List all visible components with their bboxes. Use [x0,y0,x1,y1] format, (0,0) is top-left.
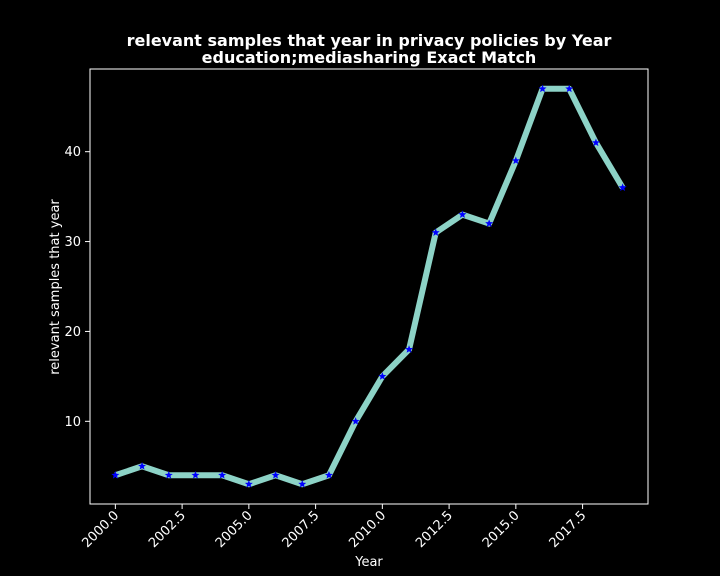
data-point [431,228,440,236]
x-tick-label: 2010.0 [346,508,389,551]
data-point [538,84,547,93]
series-layer [111,84,627,488]
y-tick-label: 40 [64,145,81,160]
data-point [511,156,520,165]
data-point [351,417,360,425]
data-point [458,210,467,218]
data-point [565,84,574,93]
data-point [244,480,253,488]
y-axis-label: relevant samples that year [48,199,63,375]
x-axis: 2000.0 2002.5 2005.0 2007.5 2010.0 2012.5 2015… [79,504,589,551]
data-point [618,183,627,192]
y-axis: 10 20 30 40 [64,145,90,430]
data-point [111,471,120,479]
x-tick-label: 2015.0 [480,508,523,551]
data-point [218,471,227,479]
data-point [138,462,147,470]
x-tick-label: 2000.0 [79,508,122,551]
data-point [191,471,200,479]
data-point [271,471,280,479]
x-axis-label: Year [354,555,383,570]
data-point [378,372,387,380]
data-point [405,345,414,353]
x-tick-label: 2012.5 [413,508,456,551]
x-tick-label: 2007.5 [280,508,323,551]
x-tick-label: 2002.5 [146,508,189,551]
y-tick-label: 20 [64,325,81,340]
y-tick-label: 10 [64,415,81,430]
series-line [114,85,626,488]
data-point [164,471,173,479]
x-tick-label: 2017.5 [547,508,590,551]
y-tick-label: 30 [64,235,81,250]
data-point [324,471,333,479]
data-point [591,138,600,147]
x-tick-label: 2005.0 [213,508,256,551]
data-point [485,219,494,227]
chart-title: relevant samples that year in privacy po… [127,31,612,50]
plot-area [89,68,649,505]
chart-subtitle: education;mediasharing Exact Match [202,48,537,67]
data-point [298,480,307,488]
